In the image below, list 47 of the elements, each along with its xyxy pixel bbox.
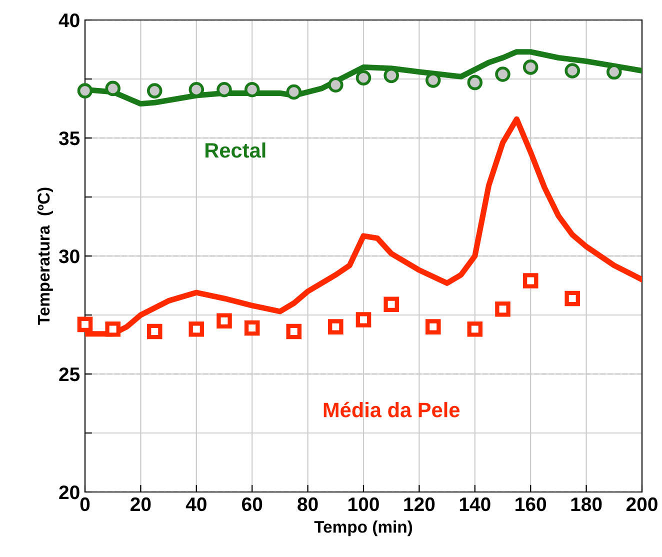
x-tick-label: 0 [80, 497, 90, 512]
x-tick-label: 200 [626, 497, 658, 512]
point [77, 83, 93, 98]
point [105, 80, 120, 96]
point [328, 319, 344, 334]
y-tick-label: 40 [58, 13, 80, 28]
point [244, 82, 260, 98]
point [216, 82, 232, 98]
y-tick-label: 30 [58, 249, 80, 264]
point [146, 83, 162, 98]
point [188, 322, 204, 337]
point [356, 70, 372, 86]
point [77, 316, 93, 332]
point [244, 320, 260, 336]
y-tick-label: 25 [59, 367, 80, 382]
x-tick-label: 180 [571, 497, 602, 512]
x-tick-label: 40 [186, 497, 206, 512]
point [564, 63, 580, 78]
point [384, 296, 399, 312]
x-tick-label: 160 [516, 497, 546, 512]
y-tick-label: 20 [59, 485, 80, 500]
x-tick-label: 20 [130, 497, 151, 512]
point [564, 290, 580, 306]
point [425, 319, 441, 334]
point [467, 322, 483, 337]
point [522, 60, 538, 75]
point [467, 74, 483, 90]
x-tick-label: 100 [348, 497, 379, 512]
point [522, 273, 538, 288]
y-axis-title: Temperatura (ºC) [37, 188, 53, 325]
x-tick-label: 60 [242, 497, 262, 512]
x-tick-label: 140 [460, 497, 490, 512]
text: Rectal [206, 142, 266, 158]
x-tick-label: 120 [404, 497, 435, 512]
point [286, 324, 302, 340]
point [495, 301, 510, 317]
point [356, 312, 372, 328]
text: Média da Pele [324, 402, 460, 418]
point [105, 322, 120, 337]
x-tick-label: 80 [298, 497, 318, 512]
point [216, 313, 232, 329]
point [495, 66, 510, 82]
x-axis-title: Tempo (min) [314, 520, 412, 536]
y-tick-label: 35 [58, 131, 80, 146]
point [146, 324, 162, 340]
point [328, 77, 344, 93]
point [286, 84, 302, 100]
